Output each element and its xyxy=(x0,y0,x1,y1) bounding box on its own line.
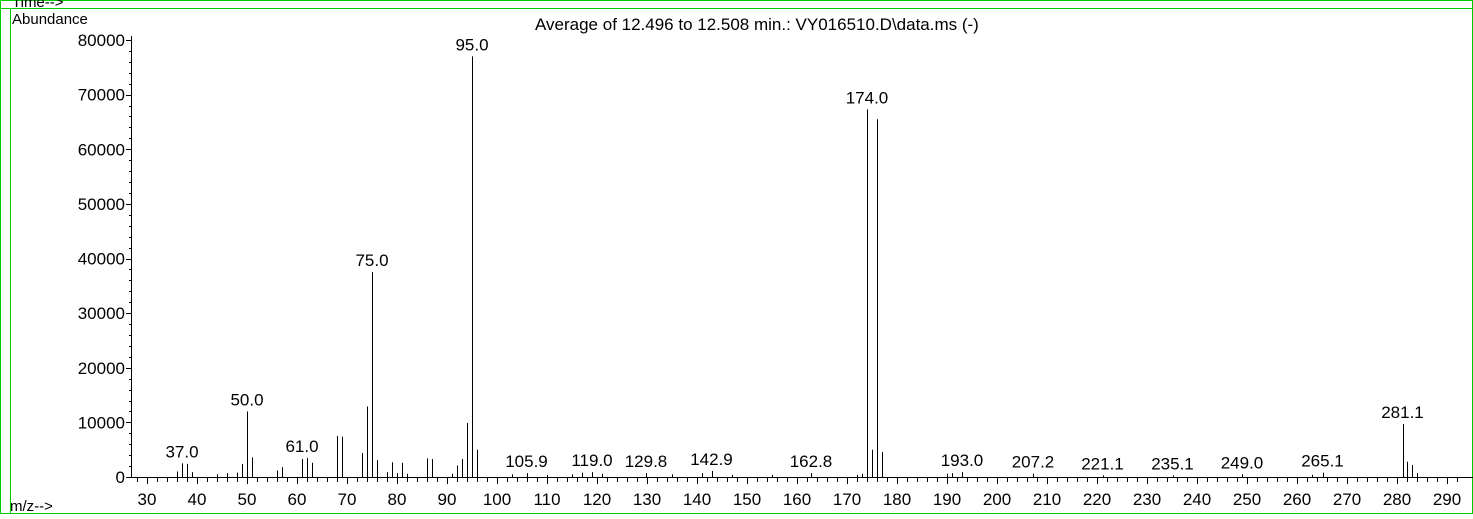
x-tick-label: 190 xyxy=(933,490,961,509)
peak-label: 142.9 xyxy=(690,450,733,469)
x-tick-label: 260 xyxy=(1283,490,1311,509)
x-tick-label: 230 xyxy=(1133,490,1161,509)
x-tick-label: 280 xyxy=(1383,490,1411,509)
peak-label: 265.1 xyxy=(1301,452,1344,471)
x-tick-label: 210 xyxy=(1033,490,1061,509)
y-tick-label: 80000 xyxy=(78,31,125,50)
peak-label: 162.8 xyxy=(790,452,833,471)
peak-label: 50.0 xyxy=(230,390,263,409)
x-tick-label: 290 xyxy=(1433,490,1461,509)
peak-label: 61.0 xyxy=(285,437,318,456)
x-tick-label: 80 xyxy=(388,490,407,509)
x-tick-label: 150 xyxy=(733,490,761,509)
x-tick-label: 170 xyxy=(833,490,861,509)
x-tick-label: 50 xyxy=(238,490,257,509)
peak-label: 221.1 xyxy=(1081,454,1124,473)
x-tick-label: 90 xyxy=(438,490,457,509)
x-tick-label: 270 xyxy=(1333,490,1361,509)
y-axis-title: Abundance xyxy=(12,11,88,28)
peak-label: 119.0 xyxy=(571,451,612,470)
peak-label: 37.0 xyxy=(165,442,198,461)
x-tick-label: 60 xyxy=(288,490,307,509)
peak-label: 193.0 xyxy=(941,451,984,470)
y-tick-label: 20000 xyxy=(78,359,125,378)
peak-series xyxy=(177,56,1418,477)
peak-label: 75.0 xyxy=(355,251,388,270)
peak-label: 207.2 xyxy=(1012,453,1055,472)
peak-label: 129.8 xyxy=(625,452,668,471)
peak-label: 235.1 xyxy=(1151,454,1194,473)
x-tick-label: 240 xyxy=(1183,490,1211,509)
x-tick-label: 30 xyxy=(138,490,157,509)
x-tick-label: 40 xyxy=(188,490,207,509)
x-tick-label: 100 xyxy=(483,490,511,509)
x-tick-label: 160 xyxy=(783,490,811,509)
peak-label: 95.0 xyxy=(455,35,488,54)
x-tick-label: 130 xyxy=(633,490,661,509)
axes: 0 10000 20000 30000 40000 50000 60000 70000 8000… xyxy=(78,31,1473,509)
peak-labels: 37.0 50.0 61.0 75.0 95.0 105.9 119.0 129.8 142.9… xyxy=(165,35,1423,473)
chart-title: Average of 12.496 to 12.508 min.: VY0165… xyxy=(535,15,979,34)
peak-label: 249.0 xyxy=(1221,453,1264,472)
x-tick-label: 120 xyxy=(583,490,611,509)
time-axis-label-partial: Time--> xyxy=(12,0,64,11)
y-tick-label: 0 xyxy=(116,468,125,487)
peak-label: 281.1 xyxy=(1381,403,1424,422)
y-tick-label: 50000 xyxy=(78,195,125,214)
y-tick-label: 10000 xyxy=(78,413,125,432)
x-tick-label: 110 xyxy=(533,490,560,509)
x-tick-label: 70 xyxy=(338,490,357,509)
x-axis-title: m/z--> xyxy=(10,498,53,514)
y-tick-label: 40000 xyxy=(78,250,125,269)
x-tick-label: 220 xyxy=(1083,490,1111,509)
peak-label: 174.0 xyxy=(846,88,889,107)
x-tick-label: 180 xyxy=(883,490,911,509)
x-tick-label: 250 xyxy=(1233,490,1261,509)
x-tick-label: 200 xyxy=(983,490,1011,509)
y-tick-label: 70000 xyxy=(78,86,125,105)
peak-label: 105.9 xyxy=(505,452,548,471)
y-tick-label: 60000 xyxy=(78,140,125,159)
y-tick-label: 30000 xyxy=(78,304,125,323)
x-tick-label: 140 xyxy=(683,490,711,509)
